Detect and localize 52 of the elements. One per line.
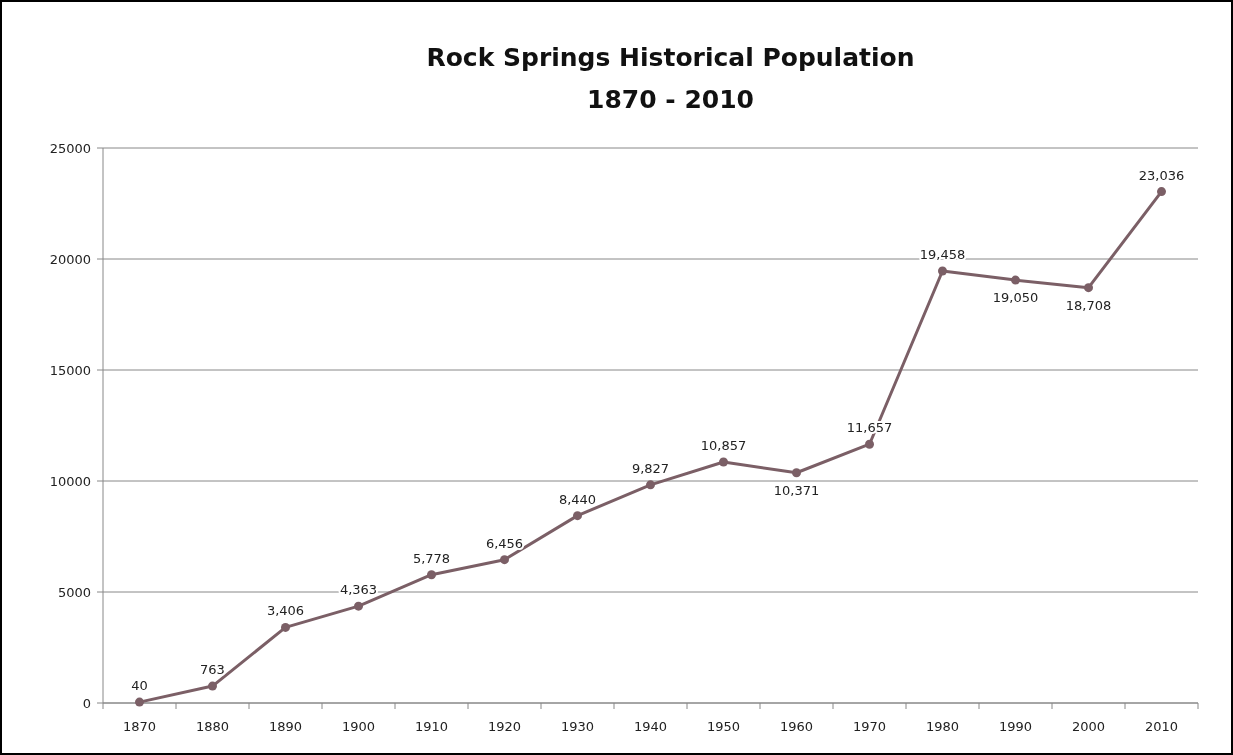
point xyxy=(646,480,655,490)
x-tick-label: 1920 xyxy=(487,719,522,734)
chart-title: Rock Springs Historical Population xyxy=(426,43,915,72)
point xyxy=(500,555,509,565)
chart-subtitle: 1870 - 2010 xyxy=(587,85,754,114)
x-tick-label: 1990 xyxy=(998,719,1033,734)
point xyxy=(135,697,144,707)
data-label: 10,857 xyxy=(700,437,747,453)
data-label: 19,458 xyxy=(919,247,966,263)
x-tick-label: 1900 xyxy=(341,719,376,734)
point xyxy=(354,601,363,611)
x-tick-label: 1930 xyxy=(560,719,595,734)
data-label: 18,708 xyxy=(1065,297,1112,313)
x-tick-label: 1890 xyxy=(268,719,303,734)
x-tick-label: 1960 xyxy=(779,719,814,734)
y-tick-label: 25000 xyxy=(49,140,91,156)
data-label: 4,363 xyxy=(339,582,378,598)
x-tick-label: 2010 xyxy=(1144,719,1179,734)
x-tick-label: 1980 xyxy=(925,719,960,734)
point xyxy=(208,681,217,691)
point xyxy=(865,439,874,449)
data-label: 23,036 xyxy=(1138,167,1185,183)
data-label: 19,050 xyxy=(992,290,1039,306)
point xyxy=(1084,283,1093,293)
data-label: 5,778 xyxy=(412,550,451,566)
point xyxy=(427,570,436,580)
x-tick-label: 1870 xyxy=(122,719,157,734)
x-tick-label: 1910 xyxy=(414,719,449,734)
y-tick-label: 20000 xyxy=(49,251,91,267)
y-tick-label: 5000 xyxy=(57,584,91,600)
point xyxy=(1011,275,1020,285)
y-tick-label: 15000 xyxy=(49,362,91,378)
data-label: 9,827 xyxy=(631,460,670,476)
point xyxy=(573,511,582,521)
data-label: 763 xyxy=(200,662,225,678)
point xyxy=(719,457,728,467)
data-label: 3,406 xyxy=(266,603,305,619)
y-tick-label: 0 xyxy=(82,695,91,711)
x-tick-label: 1950 xyxy=(706,719,741,734)
data-label: 10,371 xyxy=(773,482,820,498)
data-label: 8,440 xyxy=(558,491,597,507)
x-tick-label: 1880 xyxy=(195,719,230,734)
data-label: 6,456 xyxy=(485,535,524,551)
point xyxy=(1157,187,1166,197)
x-tick-label: 1970 xyxy=(852,719,887,734)
x-tick-label: 1940 xyxy=(633,719,668,734)
point xyxy=(938,266,947,276)
point xyxy=(281,622,290,632)
data-label: 40 xyxy=(131,678,148,694)
point xyxy=(792,468,801,478)
x-tick-label: 2000 xyxy=(1071,719,1106,734)
y-tick-label: 10000 xyxy=(49,473,91,489)
